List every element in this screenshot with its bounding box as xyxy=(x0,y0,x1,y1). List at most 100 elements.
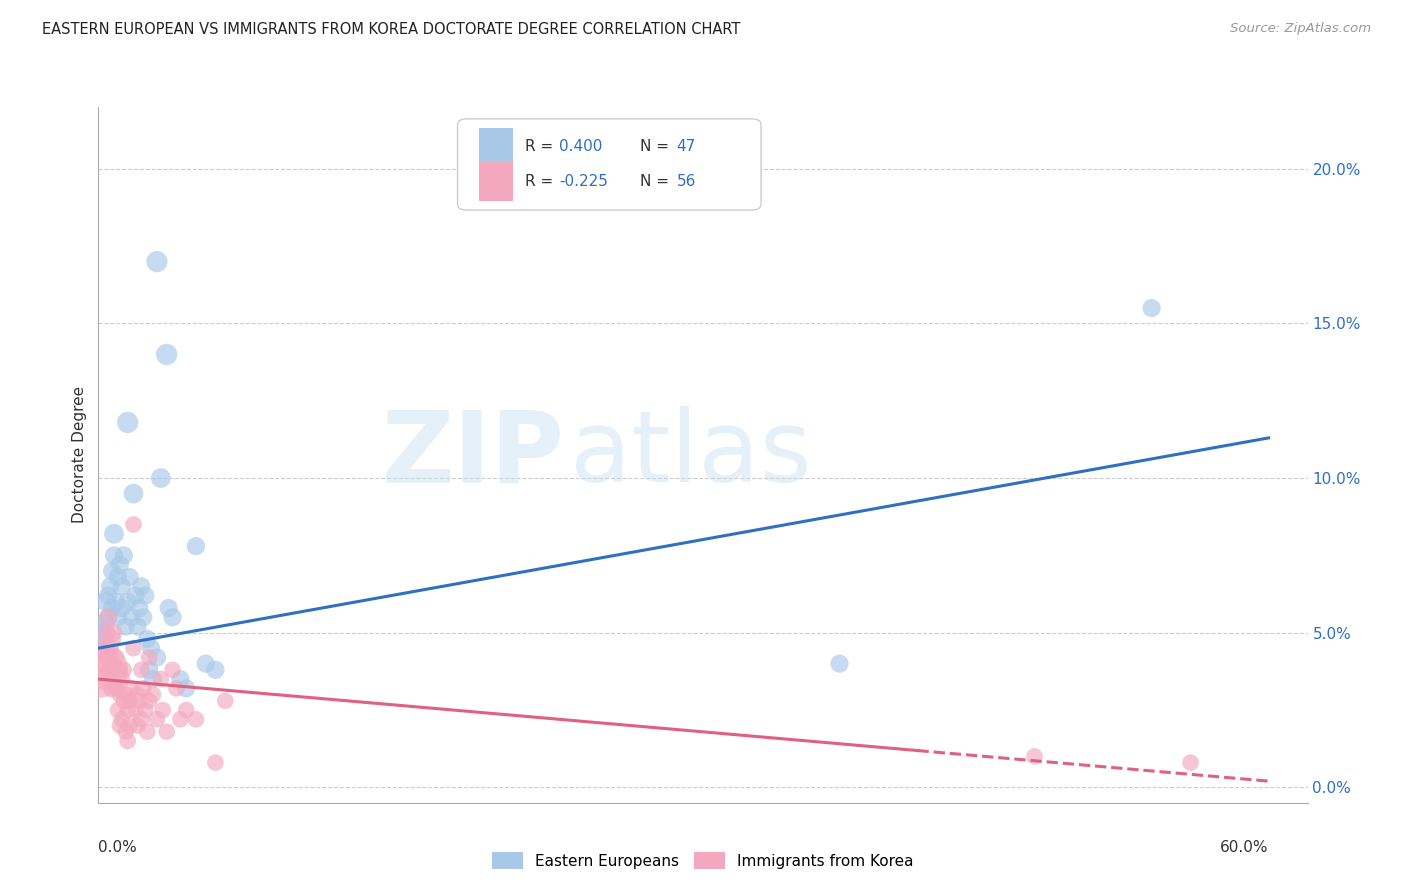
Point xyxy=(146,254,169,268)
Point xyxy=(107,703,129,717)
Point xyxy=(117,416,139,430)
Point xyxy=(91,650,114,665)
Point xyxy=(103,549,125,563)
Point xyxy=(111,712,134,726)
Point xyxy=(149,672,172,686)
Point xyxy=(114,619,136,633)
Text: 0.0%: 0.0% xyxy=(98,840,138,855)
Point xyxy=(214,694,236,708)
Text: -0.225: -0.225 xyxy=(560,174,607,189)
Point xyxy=(152,703,174,717)
Point xyxy=(114,688,136,702)
Point xyxy=(1180,756,1202,770)
Point xyxy=(204,663,226,677)
Point xyxy=(104,595,127,609)
Point xyxy=(136,724,159,739)
Point xyxy=(132,681,155,696)
Point xyxy=(118,570,141,584)
Point xyxy=(828,657,851,671)
Point xyxy=(136,632,159,646)
Point xyxy=(1024,749,1046,764)
Point xyxy=(122,486,145,500)
Point xyxy=(91,625,114,640)
Point xyxy=(108,718,131,732)
Point xyxy=(134,589,156,603)
Point xyxy=(169,672,191,686)
Point xyxy=(108,688,131,702)
Point xyxy=(117,595,139,609)
Point xyxy=(111,601,134,615)
Point xyxy=(97,589,120,603)
Point xyxy=(117,734,139,748)
Point xyxy=(165,681,187,696)
Text: EASTERN EUROPEAN VS IMMIGRANTS FROM KOREA DOCTORATE DEGREE CORRELATION CHART: EASTERN EUROPEAN VS IMMIGRANTS FROM KORE… xyxy=(42,22,741,37)
Point xyxy=(132,610,155,624)
Point xyxy=(127,688,149,702)
Point xyxy=(122,517,145,532)
Point xyxy=(162,610,184,624)
Point xyxy=(112,549,135,563)
Text: atlas: atlas xyxy=(569,407,811,503)
Point xyxy=(118,694,141,708)
Point xyxy=(131,663,153,677)
Point xyxy=(104,650,127,665)
Point xyxy=(174,681,197,696)
Point xyxy=(103,657,125,671)
Point xyxy=(131,579,153,593)
Point xyxy=(138,650,160,665)
Point xyxy=(1140,301,1163,315)
Point xyxy=(111,579,134,593)
Point xyxy=(128,601,150,615)
Point xyxy=(124,589,146,603)
Legend: Eastern Europeans, Immigrants from Korea: Eastern Europeans, Immigrants from Korea xyxy=(486,846,920,875)
Point xyxy=(107,570,129,584)
FancyBboxPatch shape xyxy=(457,119,761,210)
Text: N =: N = xyxy=(640,174,673,189)
Text: 60.0%: 60.0% xyxy=(1220,840,1268,855)
Point xyxy=(124,703,146,717)
Point xyxy=(204,756,226,770)
Point xyxy=(138,663,160,677)
Point xyxy=(169,712,191,726)
Point xyxy=(118,718,141,732)
Point xyxy=(174,703,197,717)
Point xyxy=(97,610,120,624)
Point xyxy=(101,601,124,615)
Text: ZIP: ZIP xyxy=(381,407,564,503)
Point xyxy=(184,539,207,553)
Text: R =: R = xyxy=(526,174,558,189)
Y-axis label: Doctorate Degree: Doctorate Degree xyxy=(72,386,87,524)
Point xyxy=(101,632,124,646)
Point xyxy=(97,650,120,665)
Point xyxy=(156,724,179,739)
Point xyxy=(112,663,135,677)
Point xyxy=(108,558,131,572)
Point xyxy=(107,663,129,677)
Point xyxy=(101,681,124,696)
Point xyxy=(131,712,153,726)
Point xyxy=(138,694,160,708)
Point xyxy=(89,632,111,646)
Point xyxy=(117,703,139,717)
Point xyxy=(96,595,118,609)
Point xyxy=(127,619,149,633)
Point xyxy=(128,694,150,708)
Point xyxy=(112,694,135,708)
Point xyxy=(146,712,169,726)
Text: R =: R = xyxy=(526,139,558,154)
Point xyxy=(122,641,145,656)
Point xyxy=(134,703,156,717)
Point xyxy=(104,681,127,696)
Point xyxy=(101,564,124,578)
Point xyxy=(121,610,143,624)
Point xyxy=(142,688,165,702)
Point xyxy=(146,650,169,665)
Point xyxy=(127,718,149,732)
Point xyxy=(107,610,129,624)
Point xyxy=(139,641,162,656)
Point xyxy=(89,663,111,677)
Text: N =: N = xyxy=(640,139,673,154)
Text: 47: 47 xyxy=(676,139,696,154)
Text: Source: ZipAtlas.com: Source: ZipAtlas.com xyxy=(1230,22,1371,36)
FancyBboxPatch shape xyxy=(479,128,513,166)
